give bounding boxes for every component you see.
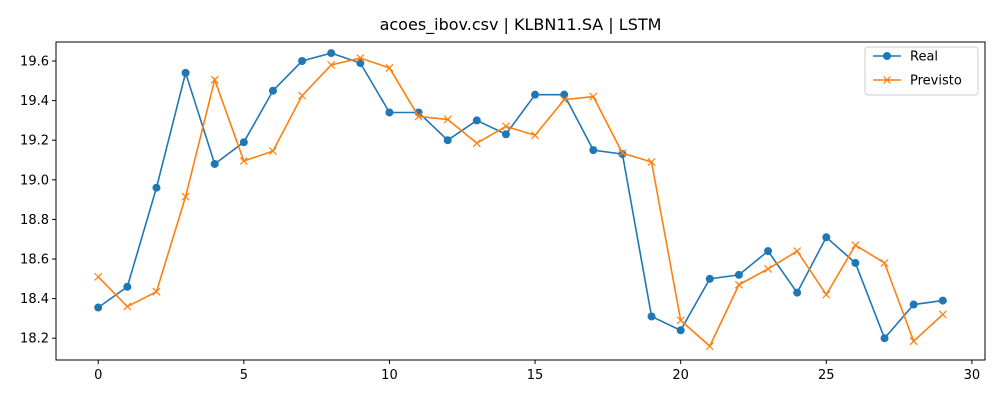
data-point bbox=[327, 49, 336, 58]
y-tick-label: 19.6 bbox=[20, 55, 49, 70]
data-point bbox=[94, 272, 103, 281]
data-point bbox=[880, 258, 889, 268]
data-point bbox=[618, 150, 627, 159]
plot-frame bbox=[55, 41, 986, 361]
x-tick-label: 25 bbox=[818, 368, 835, 383]
x-tick-label: 5 bbox=[240, 368, 248, 383]
data-point bbox=[443, 115, 452, 124]
data-point bbox=[647, 157, 656, 167]
legend-label-real: Real bbox=[910, 50, 938, 65]
plot-area bbox=[56, 42, 985, 360]
chart-title: acoes_ibov.csv | KLBN11.SA | LSTM bbox=[380, 15, 662, 35]
data-point bbox=[472, 116, 481, 125]
legend: Real Previsto bbox=[864, 46, 979, 96]
data-point bbox=[793, 247, 802, 256]
data-point bbox=[268, 147, 277, 156]
series-previsto bbox=[94, 54, 947, 351]
data-point bbox=[414, 112, 423, 121]
data-point bbox=[938, 296, 947, 305]
y-tick-label: 19.4 bbox=[20, 94, 49, 109]
data-point bbox=[298, 91, 307, 100]
data-point bbox=[356, 58, 365, 67]
data-point bbox=[734, 270, 743, 279]
data-point bbox=[793, 288, 802, 297]
data-point bbox=[676, 316, 685, 325]
data-point bbox=[501, 130, 510, 139]
data-point bbox=[822, 233, 831, 242]
data-point bbox=[385, 63, 394, 72]
data-point bbox=[851, 258, 860, 267]
y-axis: 18.2 18.4 18.6 18.8 19.0 19.2 19.4 19.6 bbox=[20, 55, 56, 347]
data-point bbox=[938, 310, 947, 319]
legend-marker-previsto bbox=[883, 76, 891, 84]
data-point bbox=[705, 342, 714, 351]
x-tick-label: 30 bbox=[964, 368, 981, 383]
data-point bbox=[560, 90, 569, 99]
y-tick-label: 18.2 bbox=[20, 332, 49, 347]
data-point bbox=[327, 60, 336, 69]
data-point bbox=[356, 54, 365, 63]
data-point bbox=[268, 86, 277, 95]
series-layer bbox=[94, 49, 947, 351]
data-point bbox=[589, 92, 598, 101]
y-tick-label: 18.6 bbox=[20, 253, 49, 268]
y-tick-label: 18.4 bbox=[20, 292, 49, 307]
data-point bbox=[705, 274, 714, 283]
data-point bbox=[531, 131, 540, 140]
data-point bbox=[560, 95, 569, 104]
x-tick-label: 10 bbox=[381, 368, 398, 383]
data-point bbox=[443, 136, 452, 145]
data-point bbox=[764, 247, 773, 256]
x-tick-label: 20 bbox=[672, 368, 689, 383]
x-tick-label: 15 bbox=[527, 368, 544, 383]
x-axis: 0 5 10 15 20 25 30 bbox=[94, 360, 980, 383]
data-point bbox=[531, 90, 540, 99]
data-point bbox=[589, 146, 598, 155]
data-point bbox=[764, 264, 773, 273]
x-tick-label: 0 bbox=[94, 368, 102, 383]
legend-label-previsto: Previsto bbox=[910, 74, 962, 89]
data-point bbox=[909, 337, 918, 346]
data-point bbox=[152, 183, 161, 192]
data-point bbox=[676, 326, 685, 335]
data-point bbox=[880, 334, 889, 343]
data-point bbox=[210, 75, 219, 84]
data-point bbox=[851, 241, 860, 250]
data-point bbox=[647, 312, 656, 321]
data-point bbox=[181, 68, 190, 77]
data-point bbox=[385, 108, 394, 117]
data-point bbox=[472, 139, 481, 148]
data-point bbox=[298, 57, 307, 66]
data-point bbox=[239, 156, 248, 166]
y-tick-label: 18.8 bbox=[20, 213, 49, 228]
y-tick-label: 19.2 bbox=[20, 134, 49, 149]
data-point bbox=[123, 302, 132, 311]
data-point bbox=[210, 159, 219, 168]
y-tick-label: 19.0 bbox=[20, 173, 49, 188]
data-point bbox=[501, 122, 510, 131]
data-point bbox=[239, 138, 248, 147]
data-point bbox=[152, 287, 161, 296]
data-point bbox=[94, 303, 103, 312]
data-point bbox=[822, 290, 831, 299]
data-point bbox=[734, 280, 743, 289]
legend-box bbox=[864, 46, 979, 96]
legend-marker-real bbox=[883, 52, 891, 60]
data-point bbox=[181, 192, 190, 201]
data-point bbox=[123, 282, 132, 291]
data-point bbox=[909, 300, 918, 309]
series-line-previsto bbox=[97, 57, 944, 348]
data-point bbox=[618, 149, 627, 158]
